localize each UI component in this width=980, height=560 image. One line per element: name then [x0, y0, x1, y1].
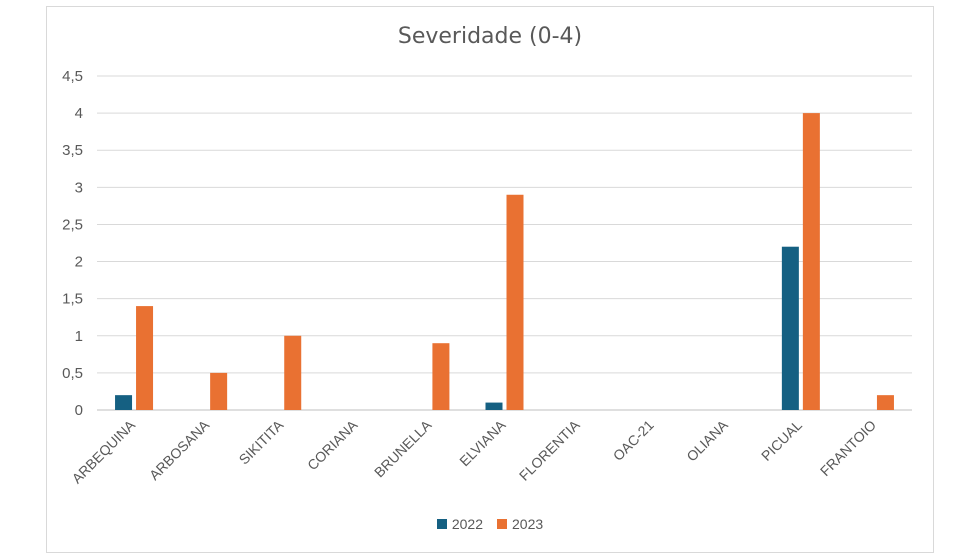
y-tick-label: 2: [75, 254, 83, 271]
legend-item-2023: 2023: [497, 516, 543, 532]
x-tick-label: FRANTOIO: [817, 417, 879, 479]
legend-label-2022: 2022: [451, 516, 483, 532]
x-tick-label: OAC-21: [610, 417, 657, 464]
y-tick-label: 4,5: [62, 68, 83, 85]
bar-2022: [115, 395, 133, 410]
x-tick-label: PICUAL: [758, 417, 805, 464]
bar-2022: [781, 246, 799, 410]
bar-2023: [802, 113, 820, 410]
legend-item-2022: 2022: [436, 516, 483, 532]
bar-2023: [210, 372, 228, 410]
bar-2023: [284, 335, 302, 410]
bar-2023: [506, 194, 524, 410]
y-tick-label: 2,5: [62, 216, 83, 233]
y-tick-label: 1,5: [62, 291, 83, 308]
y-tick-label: 1: [75, 328, 83, 345]
chart-title: Severidade (0-4): [397, 24, 583, 49]
bar-2023: [432, 343, 450, 410]
x-tick-label: SIKITITA: [236, 416, 287, 467]
y-tick-label: 3,5: [62, 142, 83, 159]
bar-2022: [485, 402, 503, 410]
legend-label-2023: 2023: [512, 516, 544, 532]
chart-legend: 2022 2023: [0, 516, 980, 532]
x-tick-label: FLORENTIA: [516, 416, 583, 483]
legend-swatch-2022: [436, 519, 447, 529]
x-tick-label: ELVIANA: [456, 416, 509, 469]
x-tick-label: BRUNELLA: [371, 416, 435, 480]
y-tick-label: 4: [75, 105, 83, 122]
x-tick-label: CORIANA: [304, 416, 361, 473]
legend-swatch-2023: [497, 519, 507, 529]
x-tick-label: ARBEQUINA: [69, 416, 139, 486]
y-tick-label: 3: [75, 179, 83, 196]
x-tick-label: OLIANA: [683, 416, 731, 464]
y-tick-label: 0: [75, 402, 83, 419]
bar-2023: [876, 395, 894, 410]
y-tick-label: 0,5: [62, 365, 83, 382]
x-tick-label: ARBOSANA: [146, 416, 213, 483]
bar-2023: [136, 306, 154, 410]
